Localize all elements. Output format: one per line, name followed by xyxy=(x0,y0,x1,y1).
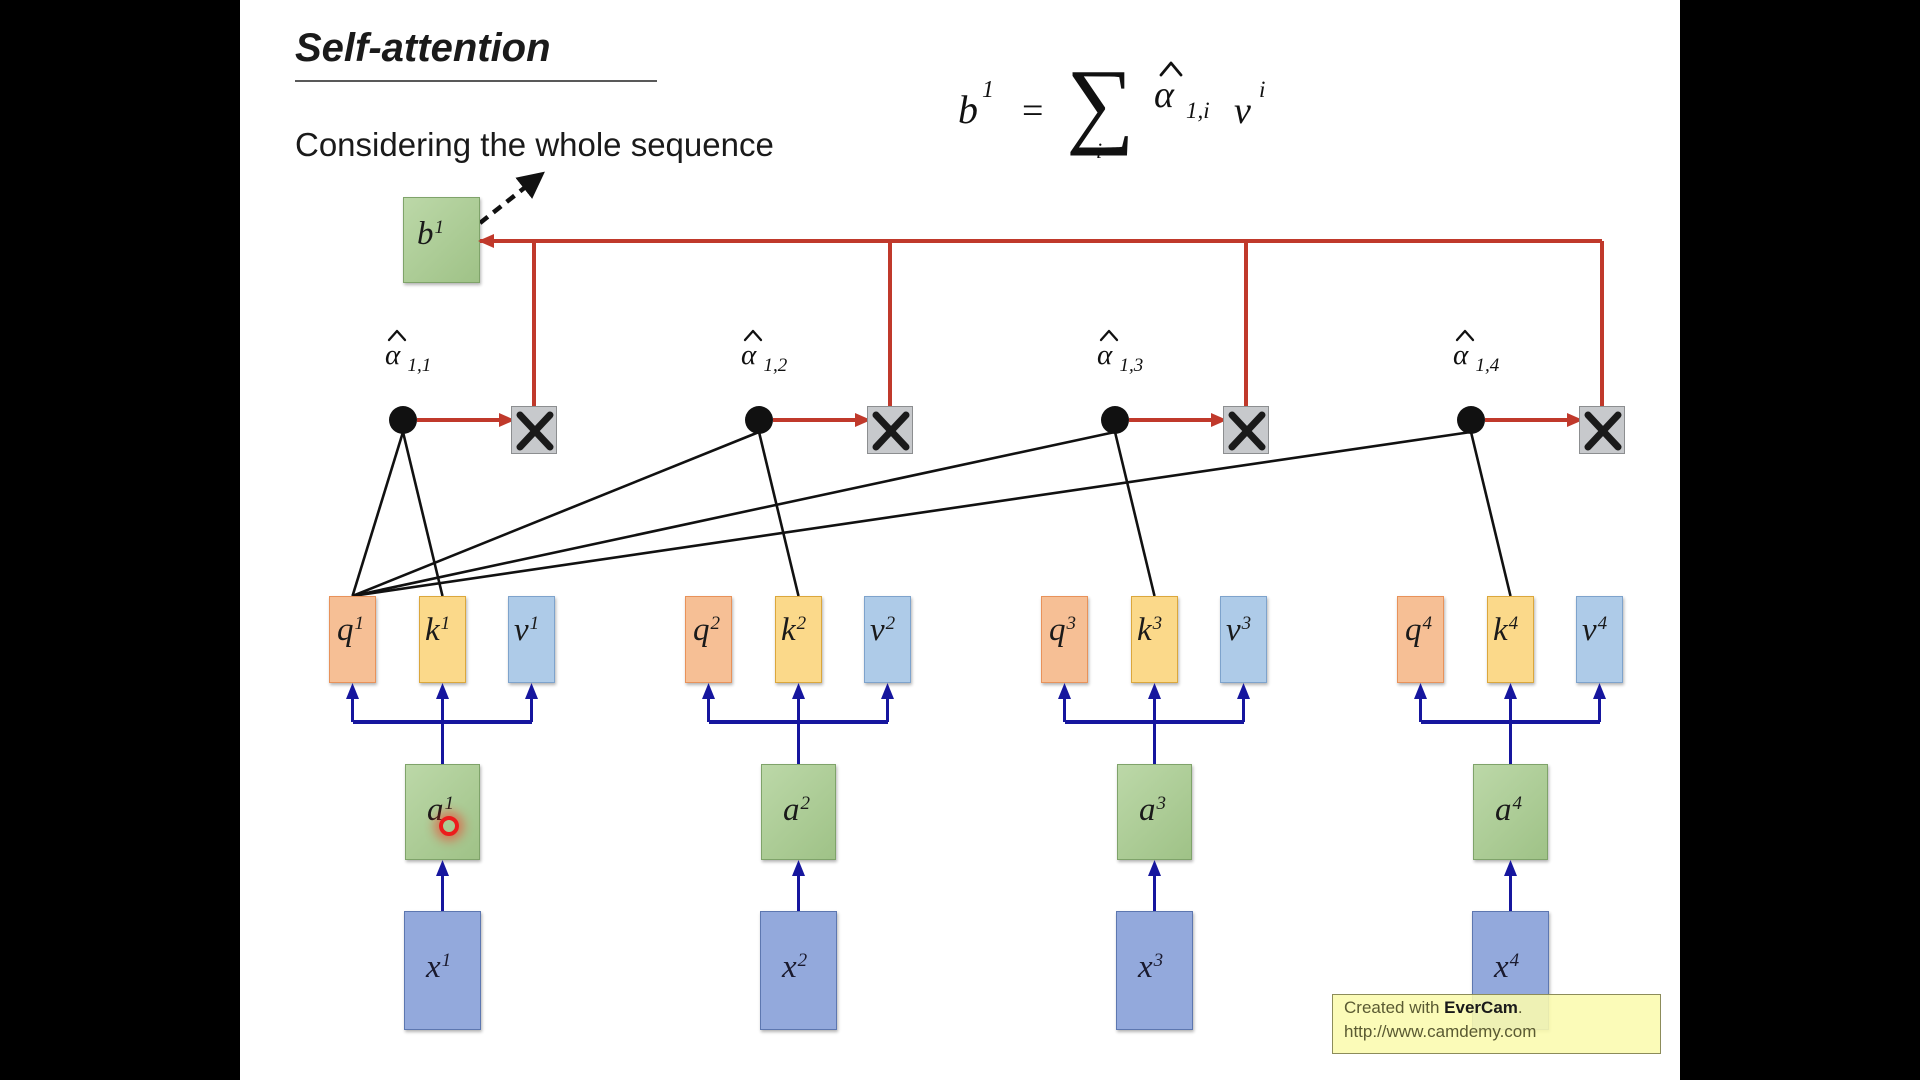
svg-text:i: i xyxy=(1259,77,1265,102)
svg-text:1: 1 xyxy=(982,77,994,103)
svg-text:1,i: 1,i xyxy=(1186,98,1210,123)
svg-text:i: i xyxy=(1096,138,1102,163)
svg-text:v: v xyxy=(1234,90,1251,132)
svg-text:b: b xyxy=(958,87,978,132)
svg-text:α: α xyxy=(1154,74,1175,116)
svg-text:=: = xyxy=(1022,90,1043,132)
